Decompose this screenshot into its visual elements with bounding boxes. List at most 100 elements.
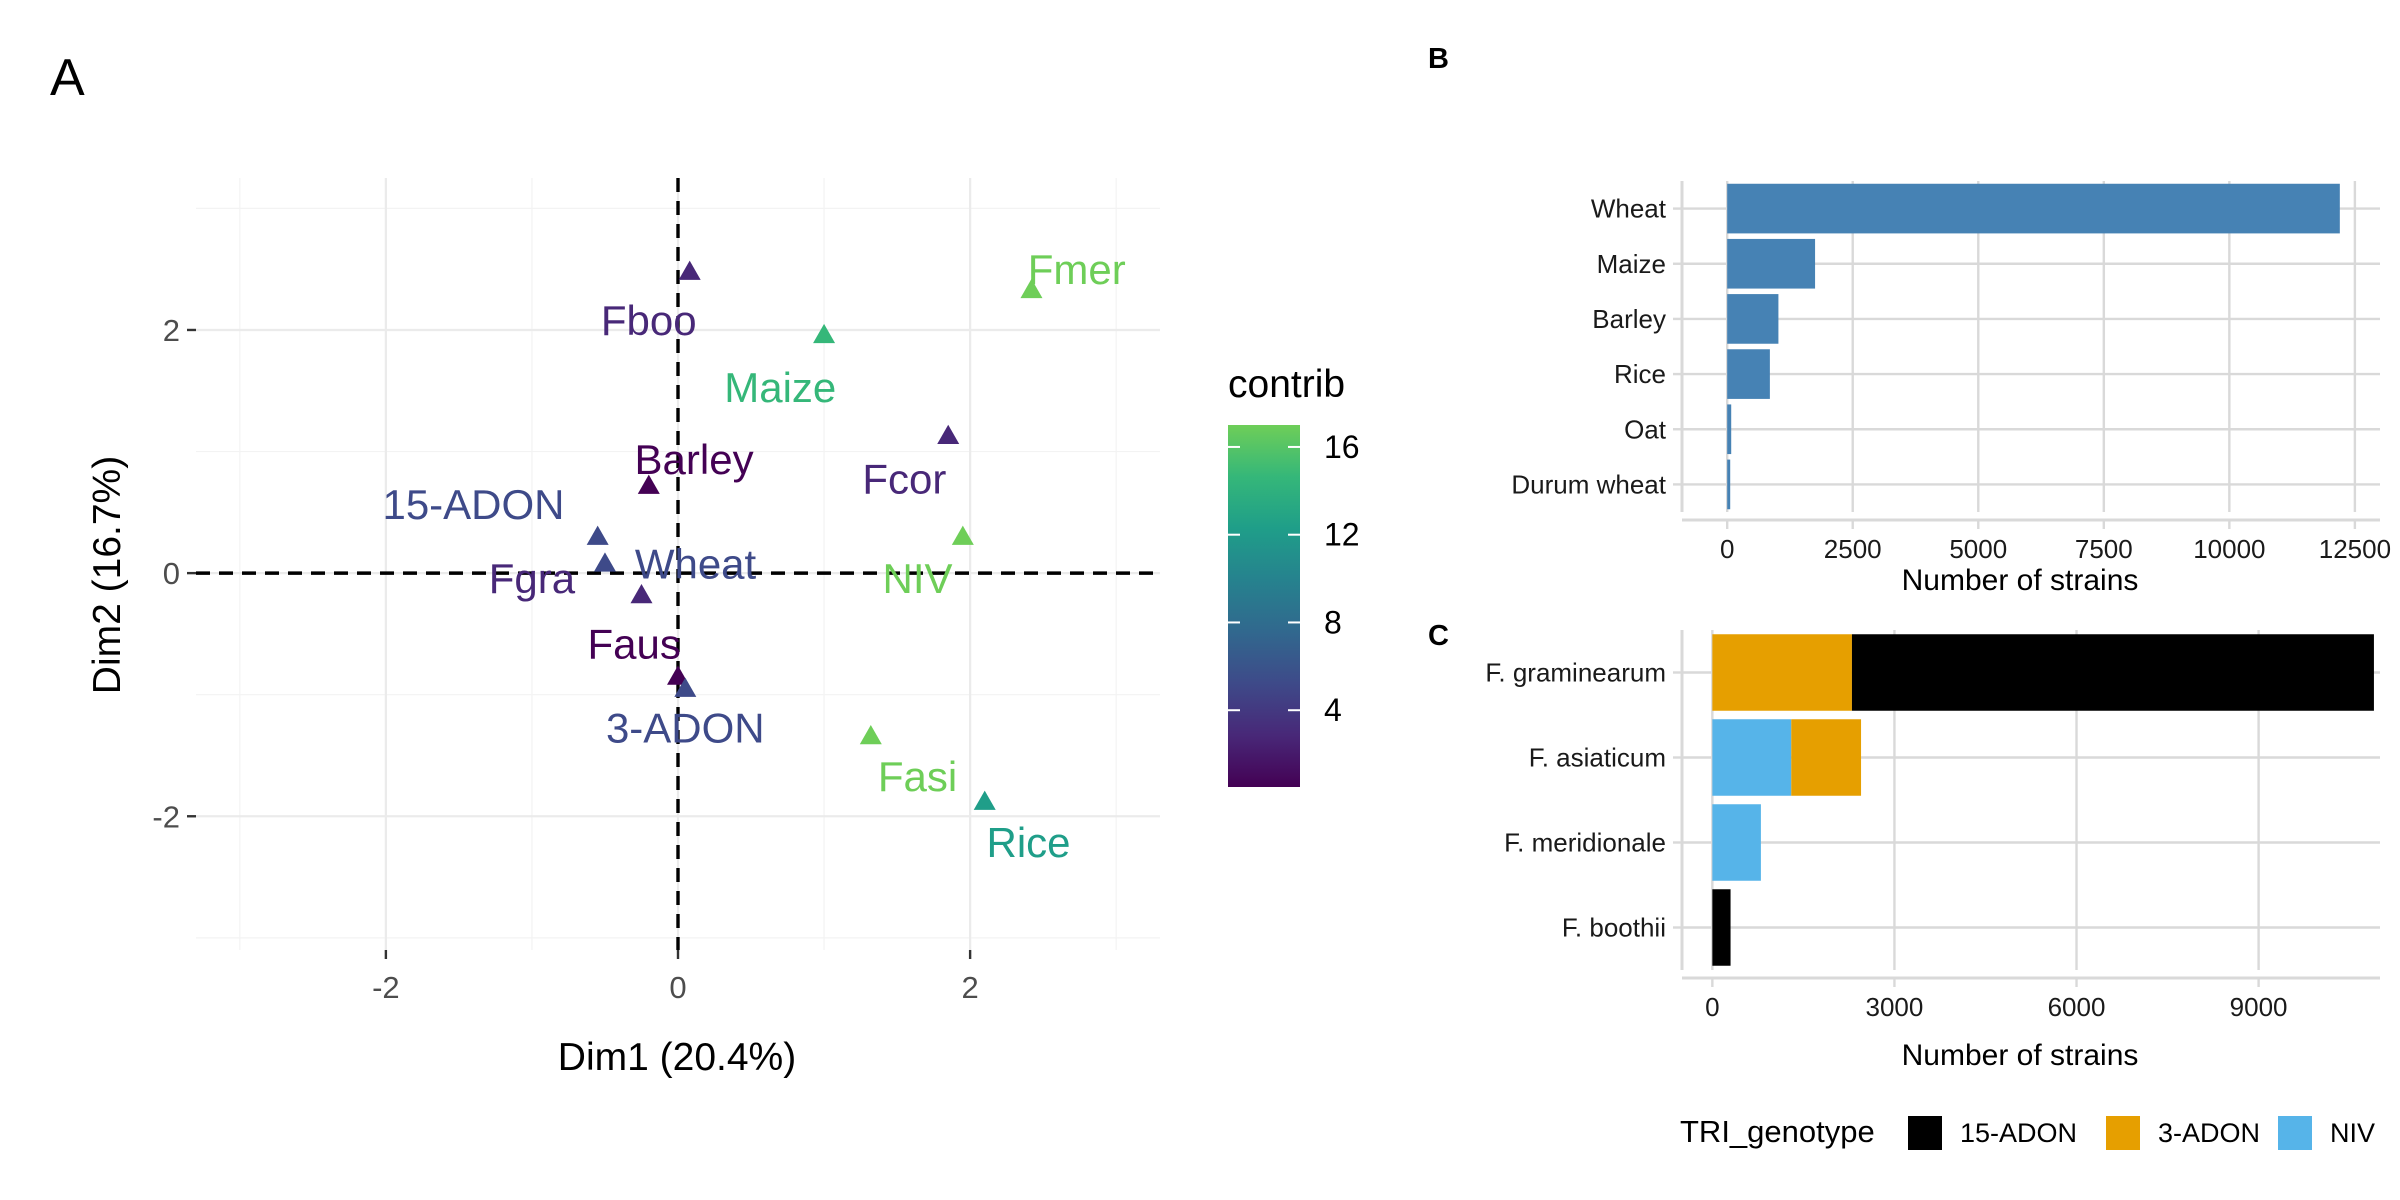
x-tick-label: 0	[1705, 992, 1719, 1022]
point-label-3-adon: 3-ADON	[606, 705, 765, 752]
panel-b-x-axis-title: Number of strains	[1902, 564, 2139, 597]
bar-f-asiaticum-3-adon	[1791, 719, 1862, 796]
legend-label-niv: NIV	[2330, 1118, 2375, 1148]
colorbar-title: contrib	[1228, 363, 1345, 406]
point-label-maize: Maize	[724, 364, 836, 411]
bar-maize	[1727, 238, 1816, 289]
bar-f-boothii-15-adon	[1712, 889, 1731, 966]
x-tick-label: 6000	[2048, 992, 2106, 1022]
x-tick-label: 0	[669, 970, 686, 1005]
x-tick-label: 0	[1720, 534, 1734, 564]
category-label-rice: Rice	[1614, 359, 1666, 389]
x-tick-label: 5000	[1949, 534, 2007, 564]
point-rice	[973, 790, 996, 810]
point-fcor	[937, 424, 960, 444]
point-label-barley: Barley	[635, 436, 754, 483]
colorbar-tick-label: 8	[1324, 604, 1342, 640]
contrib-colorbar-legend: contrib 4 8 12 16	[1228, 363, 1360, 787]
legend-key-3-adon	[2106, 1116, 2140, 1150]
point-label-fgra: Fgra	[489, 555, 576, 602]
tri-genotype-legend: TRI_genotype 15-ADON 3-ADON NIV	[1680, 1114, 2375, 1150]
panel-c-x-axis-title: Number of strains	[1902, 1039, 2139, 1072]
x-tick-label: -2	[372, 970, 400, 1005]
point-15-adon	[586, 525, 609, 545]
point-label-fcor: Fcor	[862, 455, 946, 502]
x-tick-label: 12500	[2319, 534, 2391, 564]
category-label-wheat: Wheat	[1591, 194, 1667, 224]
y-tick-label: 0	[163, 556, 180, 591]
panel-b-axes: 0 2500 5000 7500 10000 12500 Wheat Maize Barley R…	[1511, 181, 2391, 564]
point-niv	[951, 525, 974, 545]
category-label-f-graminearum: F. graminearum	[1485, 658, 1666, 688]
bar-f-graminearum-15-adon	[1851, 634, 2374, 711]
panel-a-y-axis-title: Dim2 (16.7%)	[86, 456, 129, 694]
bar-oat	[1727, 404, 1732, 455]
point-label-faus: Faus	[587, 621, 680, 668]
category-label-oat: Oat	[1624, 414, 1667, 444]
point-label-fmer: Fmer	[1028, 246, 1126, 293]
bar-durum-wheat	[1727, 459, 1731, 510]
point-label-15-adon: 15-ADON	[382, 481, 564, 528]
x-tick-label: 9000	[2230, 992, 2288, 1022]
legend-label-15-adon: 15-ADON	[1960, 1118, 2077, 1148]
y-tick-label: 2	[163, 313, 180, 348]
point-label-niv: NIV	[883, 555, 953, 602]
panel-c-stacked-bar-chart: C 0 3000 6000 9000 F. graminearum F. asiaticu…	[1428, 620, 2380, 1150]
point-label-fboo: Fboo	[601, 297, 697, 344]
category-label-f-meridionale: F. meridionale	[1504, 828, 1666, 858]
panel-a-scatter: A Fmer Fboo Maize Barley Fcor 15-ADON Wheat Fgr…	[50, 49, 1360, 1079]
panel-a-point-labels: Fmer Fboo Maize Barley Fcor 15-ADON Wheat Fgra N…	[382, 246, 1125, 866]
category-label-barley: Barley	[1592, 304, 1666, 334]
bar-rice	[1727, 349, 1770, 399]
panel-a-axes: -2 0 2 -2 0 2	[152, 313, 978, 1005]
tri-genotype-legend-title: TRI_genotype	[1680, 1114, 1875, 1149]
point-faus	[667, 665, 689, 685]
point-label-wheat: Wheat	[635, 540, 757, 587]
colorbar-tick-label: 4	[1324, 692, 1342, 728]
x-tick-label: 7500	[2075, 534, 2133, 564]
tri-genotype-legend-items: 15-ADON 3-ADON NIV	[1908, 1116, 2375, 1150]
x-tick-label: 3000	[1866, 992, 1924, 1022]
panel-a-reference-lines	[196, 178, 1160, 950]
colorbar-ticks: 4 8 12 16	[1228, 429, 1360, 728]
panel-b-bars	[1727, 183, 2340, 510]
legend-label-3-adon: 3-ADON	[2158, 1118, 2260, 1148]
category-label-f-boothii: F. boothii	[1562, 913, 1666, 943]
category-label-durum-wheat: Durum wheat	[1511, 469, 1666, 499]
y-tick-label: -2	[152, 799, 180, 834]
colorbar-tick-label: 16	[1324, 429, 1360, 465]
point-barley	[637, 474, 660, 494]
point-maize	[813, 323, 836, 344]
x-tick-label: 2	[961, 970, 978, 1005]
point-wheat	[593, 552, 616, 572]
colorbar	[1228, 425, 1300, 787]
point-label-rice: Rice	[987, 819, 1071, 866]
bar-f-asiaticum-niv	[1712, 719, 1792, 796]
bar-barley	[1727, 294, 1779, 344]
point-fboo	[678, 260, 701, 280]
bar-f-graminearum-3-adon	[1712, 634, 1852, 711]
legend-key-niv	[2278, 1116, 2312, 1150]
point-3-adon	[674, 677, 697, 697]
bar-wheat	[1727, 183, 2340, 234]
legend-key-15-adon	[1908, 1116, 1942, 1150]
panel-c-tag: C	[1428, 620, 1449, 652]
x-tick-label: 10000	[2193, 534, 2265, 564]
x-tick-label: 2500	[1824, 534, 1882, 564]
panel-a-tag: A	[50, 49, 85, 107]
panel-b-bar-chart: B 0 2500 5000 7500 10000 12500 Wheat Maize Barle…	[1428, 43, 2391, 597]
point-fgra	[630, 584, 653, 604]
category-label-f-asiaticum: F. asiaticum	[1529, 743, 1666, 773]
colorbar-tick-label: 12	[1324, 517, 1360, 553]
panel-a-points	[586, 260, 1043, 810]
point-fasi	[859, 725, 882, 745]
panel-c-axes: 0 3000 6000 9000 F. graminearum F. asiaticum F…	[1485, 630, 2380, 1022]
panel-b-tag: B	[1428, 43, 1449, 75]
category-label-maize: Maize	[1597, 249, 1666, 279]
point-fmer	[1020, 278, 1043, 299]
panel-c-bars	[1712, 634, 2374, 966]
bar-f-meridionale-niv	[1712, 804, 1761, 881]
panel-a-x-axis-title: Dim1 (20.4%)	[558, 1036, 796, 1079]
point-label-fasi: Fasi	[878, 753, 957, 800]
